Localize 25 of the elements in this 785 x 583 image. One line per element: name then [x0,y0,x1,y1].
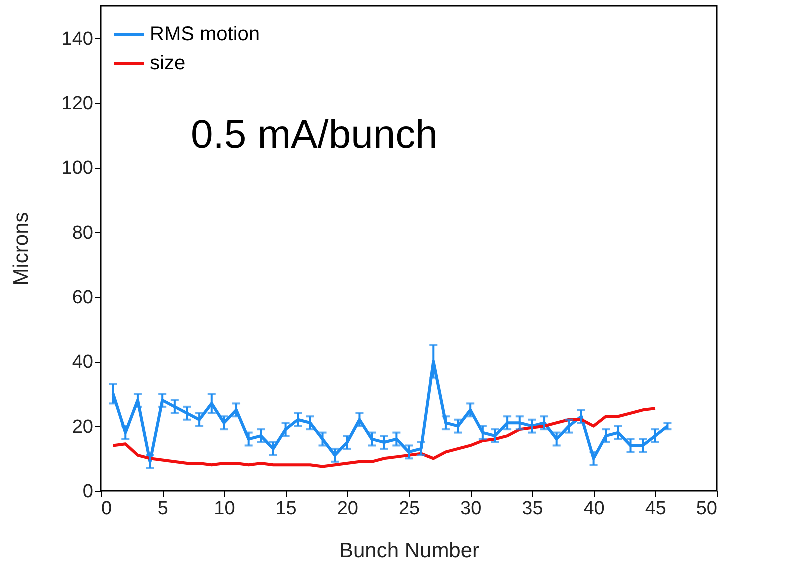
x-tick-label: 0 [102,498,112,520]
y-tick-label: 100 [62,158,94,180]
x-tick-label: 35 [522,498,544,520]
legend-label: size [150,52,186,74]
x-tick-label: 20 [337,498,358,520]
y-tick-label: 20 [72,416,94,438]
x-tick-label: 45 [645,498,666,520]
x-tick-label: 5 [158,498,168,520]
y-tick-label: 80 [72,222,94,244]
y-axis-title: Microns [10,212,33,286]
x-axis-title: Bunch Number [339,540,480,562]
x-tick-label: 40 [584,498,605,520]
legend-label: RMS motion [150,24,260,46]
x-tick-label: 10 [214,498,236,520]
line-series [112,407,657,468]
y-tick-label: 60 [72,288,94,308]
x-tick-label: 25 [398,498,420,520]
annotation: 0.5 mA/bunch [191,113,438,157]
y-tick-label: 0 [82,482,94,502]
x-tick-label: 50 [696,498,718,520]
x-tick-label: 15 [276,498,297,520]
x-tick-label: 30 [460,498,482,520]
y-tick-label: 140 [62,28,94,50]
y-tick-label: 120 [62,94,94,114]
y-tick-label: 40 [72,352,94,374]
